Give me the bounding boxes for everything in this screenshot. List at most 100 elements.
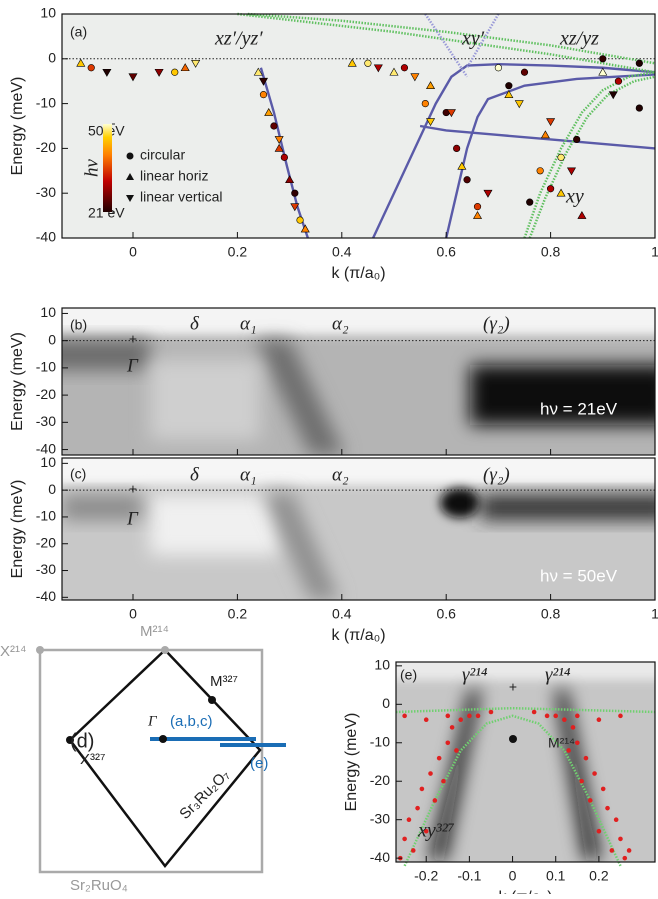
- point-label: Γ: [126, 355, 139, 376]
- band-label: δ: [190, 464, 200, 485]
- y-tick-label: -10: [36, 94, 56, 110]
- data-point: [553, 713, 559, 719]
- band-label: xy³²⁷: [417, 820, 455, 842]
- data-point: [618, 836, 623, 842]
- bz-214: [38, 648, 264, 874]
- data-point: [577, 210, 587, 219]
- data-point: [421, 99, 429, 108]
- gamma-marker: +: [509, 679, 517, 695]
- data-point: [258, 77, 269, 86]
- data-point: [285, 175, 295, 184]
- band-label: α₁: [240, 313, 257, 334]
- data-point: [445, 740, 451, 746]
- fit-curve: [424, 13, 469, 78]
- cut-label: (a,b,c): [170, 713, 213, 730]
- data-point: [191, 59, 201, 68]
- y-tick-label: -40: [36, 440, 56, 456]
- y-tick-label: -10: [370, 733, 390, 749]
- fit-curve: [465, 13, 500, 69]
- data-point: [154, 68, 164, 77]
- data-point: [592, 771, 597, 776]
- data-point: [410, 848, 416, 853]
- data-point: [504, 90, 514, 98]
- point-label: Γ: [147, 713, 158, 729]
- intensity-map: [62, 458, 655, 600]
- y-tick-label: -20: [36, 139, 56, 155]
- data-point: [473, 203, 482, 211]
- data-point: [514, 100, 524, 109]
- legend-marker: [126, 152, 134, 160]
- data-point: [300, 224, 310, 233]
- y-tick-label: -30: [36, 184, 56, 200]
- data-point: [609, 848, 615, 853]
- data-point: [458, 717, 464, 722]
- data-point: [128, 73, 138, 82]
- data-point: [531, 709, 537, 715]
- y-axis-label: Energy (meV): [9, 480, 26, 579]
- y-tick-label: -20: [36, 534, 56, 550]
- fit-curve: [403, 714, 622, 867]
- data-point: [520, 68, 529, 76]
- data-point: [614, 77, 623, 85]
- m-point: [509, 735, 517, 743]
- data-point: [562, 717, 567, 722]
- data-point: [622, 855, 628, 861]
- data-point: [473, 210, 483, 219]
- data-point: [457, 161, 467, 170]
- plot-frame: [395, 661, 656, 863]
- data-point: [402, 836, 407, 842]
- data-point: [575, 740, 580, 746]
- data-point: [280, 153, 288, 161]
- data-point: [274, 136, 284, 145]
- data-point: [171, 68, 179, 76]
- data-point: [87, 64, 95, 72]
- x-tick-label: 0: [509, 868, 517, 884]
- fit-curve: [528, 75, 656, 239]
- data-point: [566, 167, 576, 176]
- band-label: xy′: [461, 28, 485, 50]
- panel-label: (c): [70, 466, 86, 482]
- y-tick-label: 10: [40, 304, 56, 320]
- data-point: [454, 748, 459, 753]
- band-label: γ²¹⁴: [462, 664, 488, 685]
- cut-label: (e): [250, 755, 268, 772]
- data-point: [274, 143, 284, 152]
- point: [159, 735, 167, 743]
- y-tick-label: -40: [36, 588, 56, 604]
- y-tick-label: 0: [48, 331, 56, 347]
- data-point: [453, 144, 461, 152]
- y-axis-label: Energy (meV): [343, 713, 360, 812]
- data-point: [599, 55, 607, 63]
- fit-curve: [237, 12, 656, 74]
- data-point: [264, 107, 274, 116]
- x-tick-label: 0.4: [332, 606, 352, 622]
- data-point: [635, 59, 643, 67]
- band-label: γ²¹⁴: [545, 664, 571, 685]
- y-tick-label: 10: [40, 5, 56, 21]
- data-point: [364, 59, 372, 67]
- x-tick-label: 0: [129, 606, 137, 622]
- data-point: [536, 167, 544, 175]
- point-label: M²¹⁴: [548, 735, 575, 751]
- y-tick-label: 0: [48, 50, 56, 66]
- y-tick-label: -30: [370, 810, 390, 826]
- data-point: [467, 713, 472, 719]
- point: [161, 646, 169, 654]
- fit-curve: [372, 62, 656, 239]
- intensity-map: [62, 308, 655, 455]
- data-point: [483, 189, 493, 198]
- data-point: [428, 771, 433, 776]
- panel-label: (b): [70, 317, 87, 333]
- legend-label: linear horiz: [140, 168, 208, 184]
- data-point: [556, 188, 566, 197]
- bz-327: [68, 648, 262, 869]
- y-axis-label: Energy (meV): [9, 77, 26, 176]
- data-point: [446, 109, 456, 118]
- data-point: [540, 130, 550, 139]
- data-point: [526, 198, 534, 206]
- data-point: [596, 717, 602, 722]
- point-label: X²¹⁴: [0, 643, 26, 660]
- colorbar-tick-label: 21 eV: [88, 205, 125, 221]
- fit-curve: [419, 124, 656, 150]
- data-point: [463, 176, 471, 184]
